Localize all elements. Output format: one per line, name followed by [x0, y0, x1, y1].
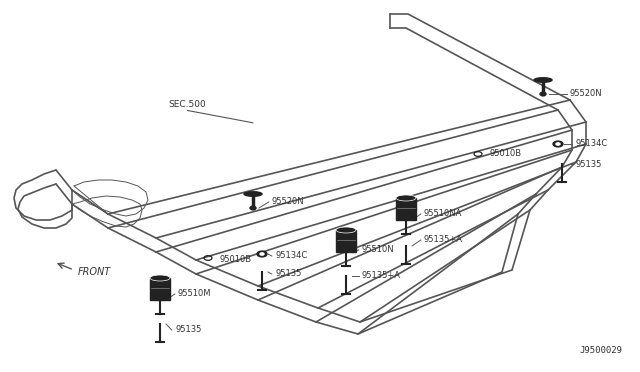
Text: 95510NA: 95510NA: [424, 209, 462, 218]
Circle shape: [556, 143, 560, 145]
Text: 95520N: 95520N: [272, 198, 305, 206]
Circle shape: [250, 206, 256, 210]
Text: 95134C: 95134C: [275, 251, 307, 260]
Text: SEC.500: SEC.500: [169, 100, 206, 109]
Text: 95510M: 95510M: [178, 289, 211, 298]
Circle shape: [257, 251, 267, 257]
Text: 95010B: 95010B: [490, 150, 522, 158]
FancyBboxPatch shape: [396, 198, 416, 220]
Text: 95520N: 95520N: [570, 90, 603, 99]
Ellipse shape: [244, 192, 262, 196]
Ellipse shape: [336, 227, 356, 233]
Text: 95135+A: 95135+A: [424, 235, 463, 244]
Ellipse shape: [396, 195, 416, 201]
Text: 95134C: 95134C: [575, 140, 607, 148]
Text: 95135: 95135: [275, 269, 301, 279]
FancyBboxPatch shape: [150, 278, 170, 300]
Circle shape: [260, 253, 264, 255]
Ellipse shape: [534, 78, 552, 82]
Circle shape: [540, 92, 546, 96]
Text: 95135: 95135: [175, 326, 202, 334]
FancyBboxPatch shape: [336, 230, 356, 252]
Text: 95510N: 95510N: [362, 246, 395, 254]
Circle shape: [553, 141, 563, 147]
Ellipse shape: [150, 275, 170, 281]
Text: J9500029: J9500029: [580, 346, 623, 355]
Text: 95135: 95135: [575, 160, 602, 169]
Text: FRONT: FRONT: [78, 267, 111, 277]
Text: 95010B: 95010B: [220, 256, 252, 264]
Text: 95135+A: 95135+A: [362, 272, 401, 280]
